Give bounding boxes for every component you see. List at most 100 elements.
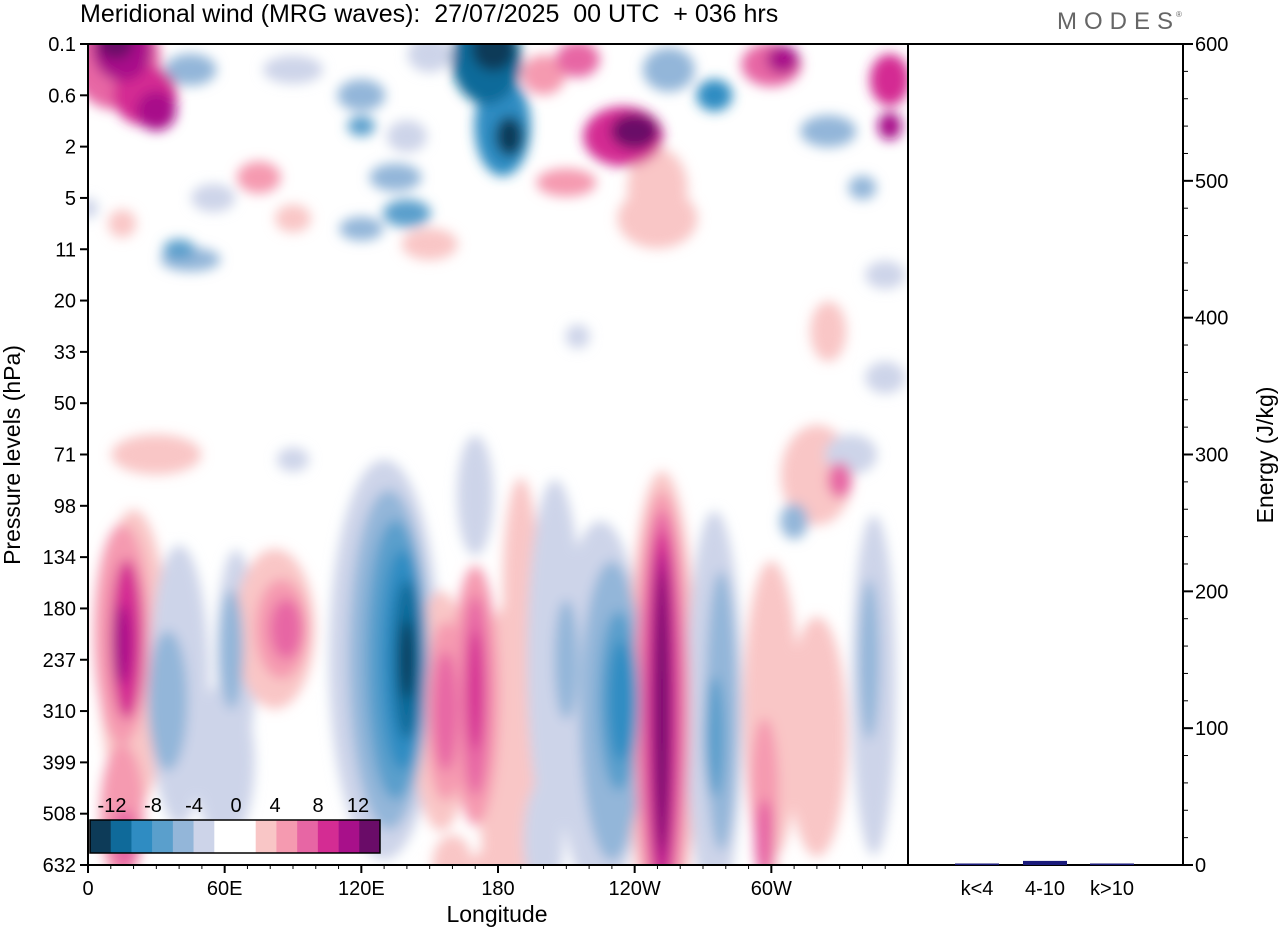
contour-cell [432, 835, 473, 865]
y-tick-label: 33 [54, 342, 76, 364]
x-tick-label: 0 [82, 878, 93, 900]
contour-cell [407, 44, 452, 73]
colorbar-swatch [255, 820, 277, 853]
contour-cell [827, 462, 852, 499]
contour-cell [642, 47, 695, 92]
contour-cell [347, 116, 376, 137]
y-axis-title: Pressure levels (hPa) [0, 345, 25, 565]
contour-cell [97, 44, 134, 59]
y-tick-label: 20 [54, 291, 76, 313]
y-tick-label: 11 [55, 239, 76, 261]
colorbar-swatch [193, 820, 215, 853]
logo-registered-mark: ® [1176, 10, 1182, 19]
y-tick-label: 0.1 [48, 34, 76, 56]
y-tick-label: 180 [43, 598, 76, 620]
chart-title: Meridional wind (MRG waves): 27/07/2025 … [80, 0, 779, 28]
x-tick-label: 60E [207, 878, 243, 900]
colorbar-frame [89, 819, 381, 854]
contour-cell [471, 44, 516, 72]
contour-cell [468, 630, 483, 751]
contour-cell [275, 204, 311, 233]
energy-panel-frame [907, 43, 1184, 866]
pressure-axis: 0.1 0.6 2 5 11 20 33 50 71 98 134 180 237 310 399 508 63… [43, 34, 88, 877]
contour-cell [877, 112, 902, 141]
contour-cell [469, 845, 527, 865]
contour-cell [696, 79, 733, 112]
colorbar-label: -12 [98, 795, 127, 817]
colorbar-swatch [110, 820, 132, 853]
contour-cell [163, 239, 196, 260]
energy-category-label: k<4 [961, 878, 994, 900]
contour-cell [433, 651, 458, 772]
colorbar-swatch [235, 820, 257, 853]
wind-contour-field [88, 44, 908, 865]
y-tick-label: 399 [43, 752, 76, 774]
energy-category-label: k>10 [1090, 878, 1134, 900]
colorbar-swatch [172, 820, 194, 853]
contour-cell [523, 779, 564, 865]
contour-cell [88, 198, 98, 219]
contour-cell [457, 435, 494, 556]
colorbar-swatch [338, 820, 360, 853]
y-tick-label: 5 [65, 188, 76, 210]
contour-cell [219, 589, 244, 710]
contour-cell [766, 45, 799, 74]
y-tick-label: 98 [54, 496, 76, 518]
energy-axis-title: Energy (J/kg) [1252, 387, 1278, 524]
contour-cell [191, 183, 236, 212]
colorbar-label: 8 [312, 795, 323, 817]
contour-cell [800, 115, 857, 148]
contour-cell [865, 260, 906, 289]
contour-cell [339, 216, 384, 241]
logo-text: MODES [1057, 8, 1181, 35]
contour-cell [617, 188, 698, 249]
contour-cell [263, 55, 323, 84]
x-axis-title: Longitude [446, 901, 547, 927]
contour-cell [236, 161, 281, 194]
colorbar-swatch [276, 820, 298, 853]
contour-cell [401, 228, 458, 261]
modes-logo: MODES® [1057, 8, 1186, 36]
contour-cell [859, 579, 880, 740]
energy-tick-label: 300 [1195, 445, 1228, 467]
colorbar-label: 0 [230, 795, 241, 817]
contour-cell [382, 199, 431, 228]
contour-cell [495, 116, 524, 157]
colorbar-label: 12 [347, 795, 369, 817]
colorbar: -12 -8 -4 0 4 8 12 [89, 795, 381, 854]
contour-cell [399, 619, 414, 700]
contour-cell [147, 630, 188, 771]
y-tick-label: 237 [43, 650, 76, 672]
colorbar-swatch [152, 820, 174, 853]
colorbar-swatch [90, 820, 112, 853]
contour-cell [554, 599, 579, 720]
energy-bar [1090, 863, 1134, 865]
contour-cell [369, 163, 422, 192]
colorbar-label: 4 [269, 795, 280, 817]
contour-cell [704, 676, 725, 797]
x-tick-label: 60W [751, 878, 792, 900]
contour-cell [869, 53, 908, 106]
energy-tick-label: 400 [1195, 308, 1228, 330]
contour-cell [536, 168, 597, 197]
contour-cell [609, 640, 633, 761]
contour-cell [656, 571, 668, 852]
contour-cell [337, 79, 386, 112]
contour-cell [555, 44, 600, 78]
colorbar-label: -8 [144, 795, 162, 817]
contour-cell [111, 434, 202, 475]
contour-cell [786, 616, 847, 857]
energy-bar [1023, 860, 1067, 865]
y-tick-label: 134 [43, 547, 76, 569]
y-tick-label: 0.6 [48, 85, 76, 107]
contour-cell [810, 301, 847, 362]
colorbar-swatch [359, 820, 381, 853]
y-tick-label: 310 [43, 701, 76, 723]
y-tick-label: 50 [54, 393, 76, 415]
energy-tick-label: 200 [1195, 581, 1228, 603]
colorbar-swatch [131, 820, 153, 853]
x-tick-label: 180 [481, 878, 514, 900]
energy-bar [955, 863, 999, 865]
contour-cell [754, 799, 775, 865]
